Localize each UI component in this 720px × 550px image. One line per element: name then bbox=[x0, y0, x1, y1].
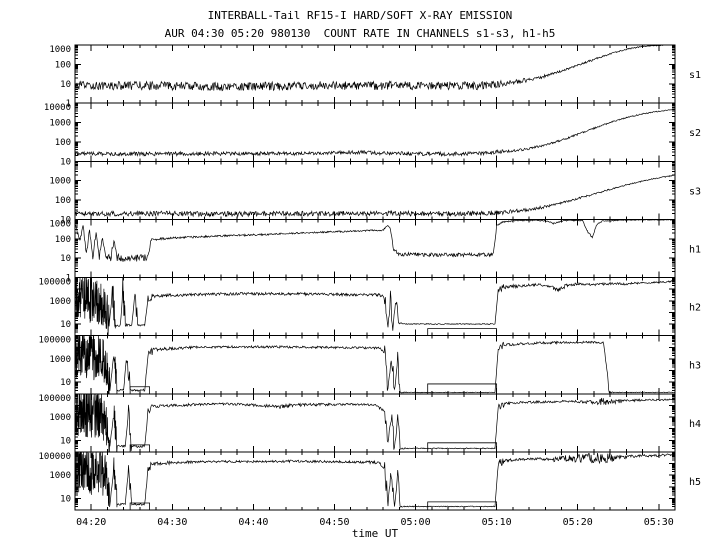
panel-border bbox=[74, 335, 676, 395]
y-tick-label: 100000 bbox=[38, 394, 71, 404]
panel-s2: 10000 1000 100 10 s2 bbox=[44, 102, 701, 167]
y-tick-label: 100 bbox=[55, 60, 71, 70]
y-tick-label: 10 bbox=[60, 494, 71, 504]
panel-label-h3: h3 bbox=[689, 361, 701, 372]
y-tick-label: 1000 bbox=[49, 177, 71, 187]
x-tick-label: 04:30 bbox=[157, 517, 187, 528]
x-tick-label: 05:20 bbox=[563, 517, 593, 528]
panel-label-h4: h4 bbox=[689, 419, 701, 430]
step-trace bbox=[427, 442, 498, 452]
y-tick-label: 1000 bbox=[49, 119, 71, 129]
panel-h3: 100000 1000 10 h3 bbox=[38, 334, 701, 395]
y-tick-label: 100000 bbox=[38, 452, 71, 462]
x-axis-label: time UT bbox=[351, 527, 399, 540]
panel-border bbox=[74, 277, 676, 337]
y-tick-label: 10 bbox=[60, 254, 71, 264]
panel-h4: 100000 1000 10 h4 bbox=[38, 393, 701, 453]
y-tick-label: 1000 bbox=[49, 45, 71, 55]
trace-h5 bbox=[74, 451, 676, 508]
x-tick-label: 05:00 bbox=[400, 517, 430, 528]
step-trace bbox=[129, 386, 150, 394]
trace-h4 bbox=[74, 393, 676, 453]
panel-label-h1: h1 bbox=[689, 244, 701, 255]
x-tick-label: 05:30 bbox=[644, 517, 674, 528]
x-tick-label: 04:50 bbox=[319, 517, 349, 528]
panel-h5: 100000 1000 10 h5 bbox=[38, 451, 701, 511]
y-tick-label: 100 bbox=[55, 196, 71, 206]
x-tick-label: 04:40 bbox=[238, 517, 268, 528]
panel-h2: 100000 1000 10 h2 bbox=[38, 277, 701, 337]
panel-border bbox=[74, 218, 676, 278]
y-tick-label: 100000 bbox=[38, 278, 71, 288]
x-tick-label: 04:20 bbox=[76, 517, 106, 528]
y-tick-label: 1 bbox=[66, 274, 71, 284]
panel-border bbox=[74, 160, 676, 220]
y-tick-label: 10 bbox=[60, 320, 71, 330]
y-tick-label: 10 bbox=[60, 80, 71, 90]
y-tick-label: 1000 bbox=[49, 355, 71, 365]
y-tick-label: 10 bbox=[60, 436, 71, 446]
trace-h3 bbox=[74, 334, 676, 394]
trace-s2 bbox=[74, 108, 676, 157]
y-tick-label: 10 bbox=[60, 215, 71, 225]
trace-s1 bbox=[74, 44, 675, 92]
trace-h1 bbox=[74, 218, 676, 262]
y-tick-label: 1000 bbox=[49, 471, 71, 481]
panel-s1: 1000 100 10 1 s1 bbox=[49, 44, 701, 109]
step-trace bbox=[427, 328, 498, 336]
panel-label-s1: s1 bbox=[689, 70, 701, 81]
chart-title: INTERBALL-Tail RF15-I HARD/SOFT X-RAY EM… bbox=[207, 9, 513, 22]
panel-border bbox=[74, 451, 676, 511]
y-tick-label: 100000 bbox=[38, 336, 71, 346]
step-trace bbox=[129, 502, 150, 510]
panel-label-h5: h5 bbox=[689, 477, 701, 488]
trace-s3 bbox=[74, 174, 676, 218]
chart-subtitle: AUR 04:30 05:20 980130 COUNT RATE IN CHA… bbox=[164, 27, 556, 40]
y-tick-label: 10 bbox=[60, 378, 71, 388]
panel-label-s2: s2 bbox=[689, 128, 701, 139]
x-tick-label: 05:10 bbox=[482, 517, 512, 528]
y-tick-label: 1 bbox=[66, 99, 71, 109]
panel-border bbox=[74, 44, 676, 104]
y-tick-label: 100 bbox=[55, 235, 71, 245]
y-tick-label: 10 bbox=[60, 157, 71, 167]
panel-label-h2: h2 bbox=[689, 303, 701, 314]
panel-border bbox=[74, 393, 676, 453]
panel-h1: 1000 100 10 1 h1 bbox=[49, 218, 701, 284]
y-tick-label: 1000 bbox=[49, 297, 71, 307]
y-tick-label: 1000 bbox=[49, 219, 71, 229]
trace-h2 bbox=[74, 277, 676, 336]
step-trace bbox=[427, 383, 498, 394]
step-trace bbox=[129, 444, 150, 452]
panel-s3: 1000 100 10 s3 bbox=[49, 160, 701, 225]
panel-label-s3: s3 bbox=[689, 186, 701, 197]
y-tick-label: 10000 bbox=[44, 103, 71, 113]
y-tick-label: 100 bbox=[55, 138, 71, 148]
y-tick-label: 1000 bbox=[49, 413, 71, 423]
